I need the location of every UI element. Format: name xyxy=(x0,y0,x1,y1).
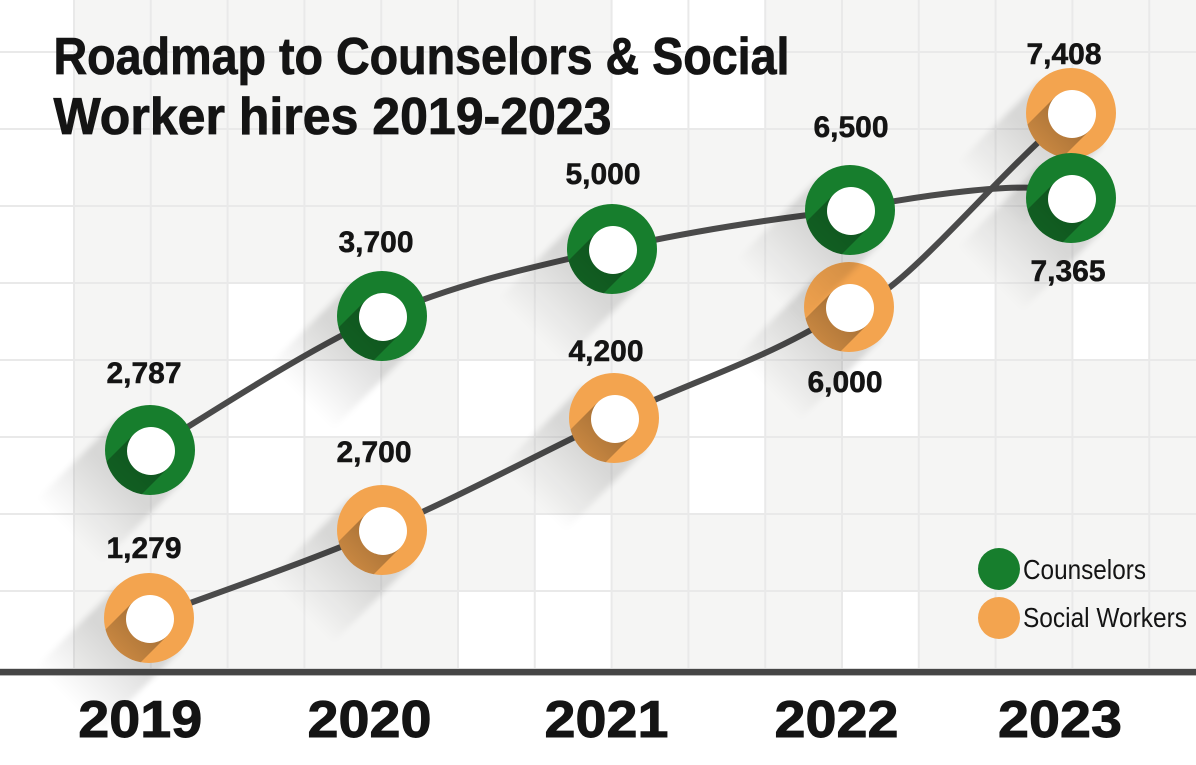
svg-text:Worker hires 2019-2023: Worker hires 2019-2023 xyxy=(54,88,612,146)
svg-text:2021: 2021 xyxy=(545,691,669,749)
svg-text:7,408: 7,408 xyxy=(1026,38,1101,71)
svg-text:2,787: 2,787 xyxy=(106,357,181,390)
svg-text:2022: 2022 xyxy=(775,691,899,749)
svg-text:6,500: 6,500 xyxy=(813,111,888,144)
svg-text:2019: 2019 xyxy=(78,691,202,749)
svg-text:1,279: 1,279 xyxy=(106,532,181,565)
svg-text:2023: 2023 xyxy=(998,691,1122,749)
svg-text:4,200: 4,200 xyxy=(568,335,643,368)
svg-text:Social Workers: Social Workers xyxy=(1023,602,1187,633)
svg-text:Roadmap to Counselors & Social: Roadmap to Counselors & Social xyxy=(54,28,790,86)
svg-text:Counselors: Counselors xyxy=(1023,554,1146,585)
svg-text:2,700: 2,700 xyxy=(336,436,411,469)
svg-text:2020: 2020 xyxy=(308,691,432,749)
svg-text:5,000: 5,000 xyxy=(565,158,640,191)
svg-text:3,700: 3,700 xyxy=(338,226,413,259)
svg-text:7,365: 7,365 xyxy=(1030,255,1105,288)
svg-text:6,000: 6,000 xyxy=(807,366,882,399)
